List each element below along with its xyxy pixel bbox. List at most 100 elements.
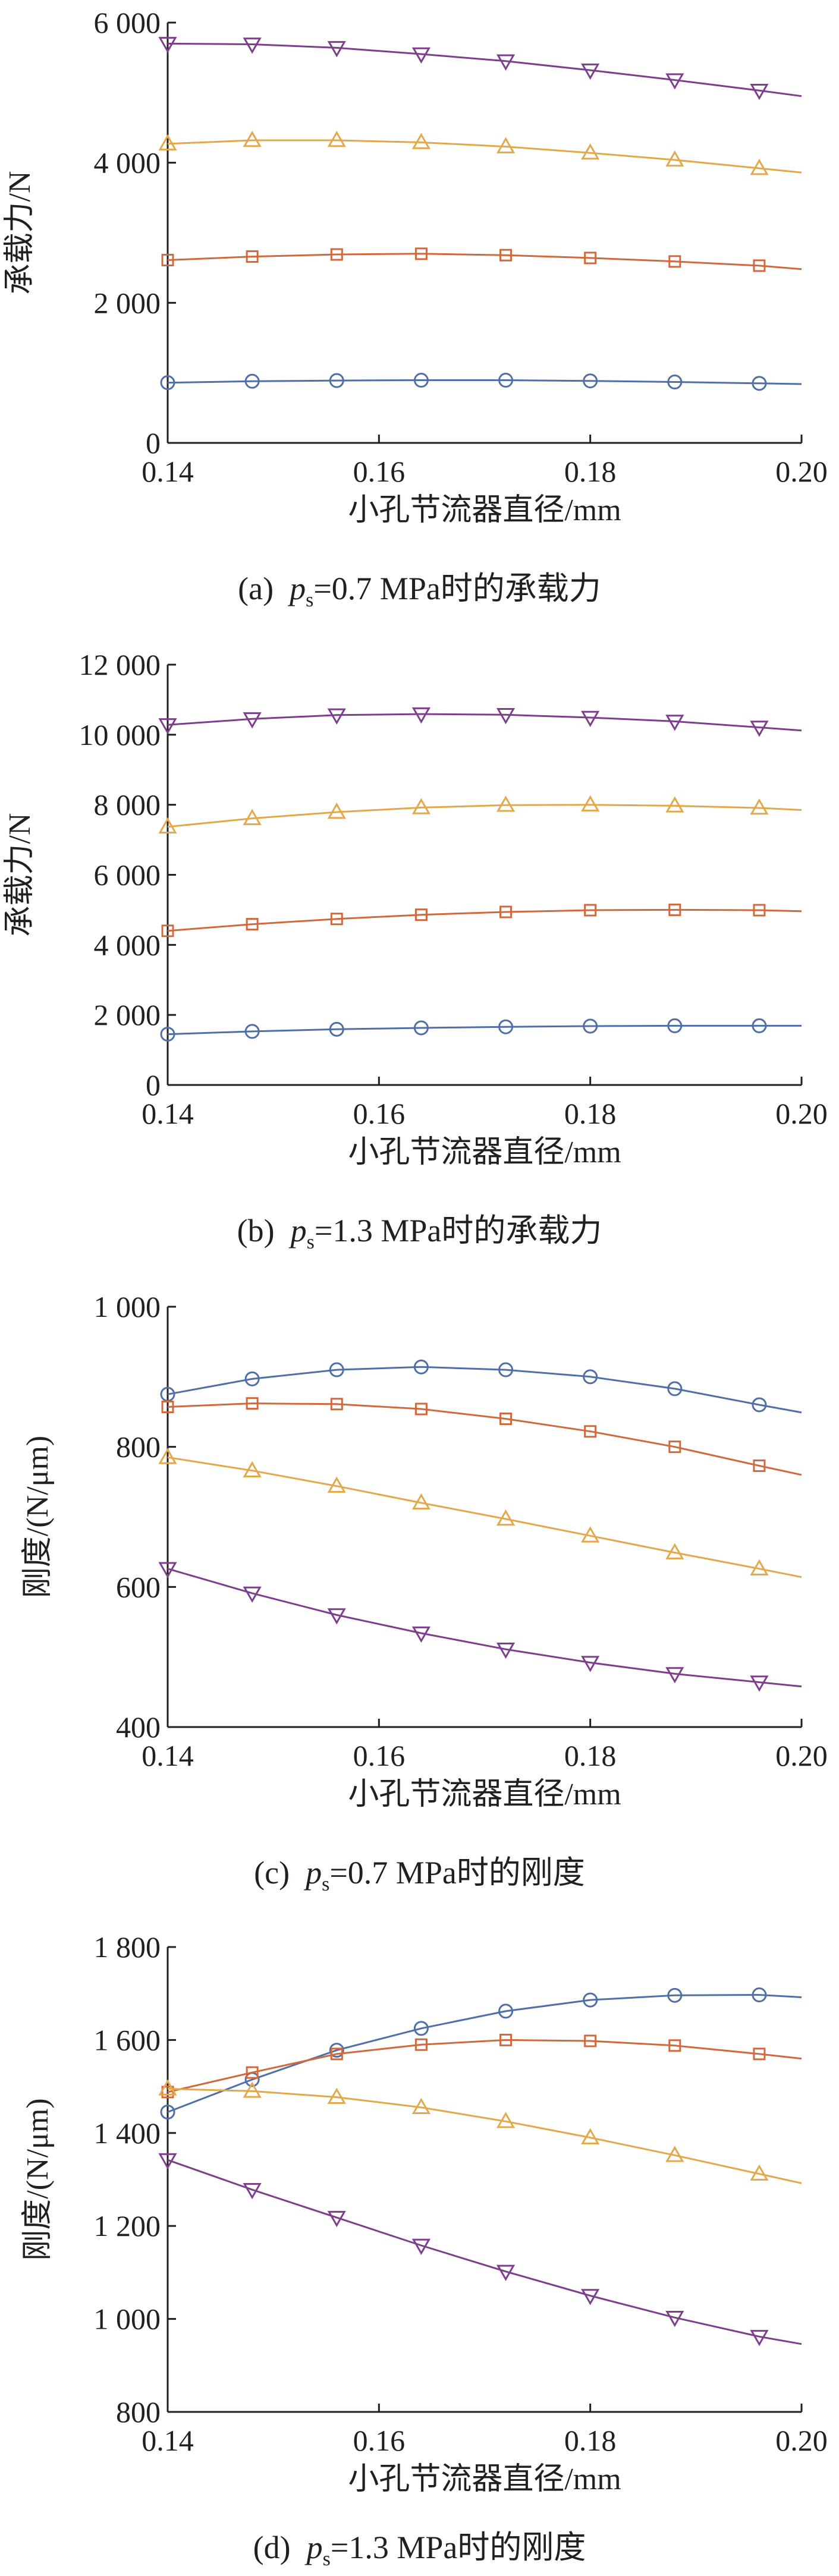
chart-b-series-1-point bbox=[160, 1027, 175, 1042]
caption-d-text: =1.3 MPa时的刚度 bbox=[330, 2530, 586, 2565]
chart-d-series-4-point bbox=[750, 2330, 769, 2347]
chart-a-series-2-point bbox=[668, 255, 681, 268]
chart-d-series-4-point bbox=[411, 2238, 431, 2256]
chart-c-series-3-point bbox=[243, 1461, 262, 1477]
chart-c-caption: (c) ps=0.7 MPa时的刚度 bbox=[0, 1846, 839, 1896]
chart-b-x-axis-title: 小孔节流器直径/mm bbox=[348, 1136, 621, 1169]
chart-panel-c: 400 600 800 1 000 0.14 0.16 0.18 0.20 小孔节流器直径/mm… bbox=[0, 1284, 839, 1926]
chart-c-series-4-point bbox=[665, 1667, 684, 1684]
chart-b-series-2-point bbox=[753, 904, 766, 917]
chart-d-series-1-point bbox=[498, 2003, 514, 2019]
chart-c-y-tick-label: 600 bbox=[116, 1570, 161, 1603]
chart-a-series-3-point bbox=[243, 130, 262, 147]
chart-b-series-2-point bbox=[414, 908, 428, 921]
chart-b-y-axis-title: 承载力/N bbox=[3, 813, 37, 936]
chart-c-series-3-point bbox=[411, 1493, 431, 1510]
chart-b-series-3-point bbox=[665, 796, 684, 813]
chart-c-y-tick-label: 800 bbox=[116, 1430, 161, 1464]
chart-b-series-4-point bbox=[158, 718, 177, 735]
chart-a-series-3-point bbox=[411, 133, 431, 149]
chart-b-series-1-point bbox=[498, 1019, 514, 1034]
chart-d-series-3-point bbox=[411, 2097, 431, 2115]
chart-c-series-1-point bbox=[752, 1397, 767, 1413]
chart-b-series-3-line bbox=[167, 804, 802, 828]
chart-panel-d: 800 1 000 1 200 1 400 1 600 1 800 0.14 0.16 0.18… bbox=[0, 1926, 839, 2576]
chart-d-svg: 800 1 000 1 200 1 400 1 600 1 800 0.14 0.16 0.18… bbox=[21, 1930, 828, 2496]
chart-d-series-1-point bbox=[667, 1987, 683, 2003]
chart-c-series-3-point bbox=[665, 1543, 684, 1559]
chart-b-series-2-point bbox=[584, 904, 597, 917]
chart-b-series-4-line bbox=[167, 713, 802, 732]
chart-d-series-2-point bbox=[414, 2038, 428, 2051]
chart-d-series-3-point bbox=[327, 2087, 346, 2104]
chart-c-series-2-point bbox=[753, 1459, 766, 1472]
chart-d-series-4-point bbox=[243, 2182, 262, 2200]
chart-c-series-4-point bbox=[750, 1675, 769, 1692]
chart-d-x-tick-label: 0.16 bbox=[353, 2424, 406, 2457]
chart-b-series-1-point bbox=[244, 1024, 260, 1039]
chart-c-series-2-point bbox=[499, 1413, 513, 1426]
chart-b-y-tick-label: 2 000 bbox=[94, 998, 161, 1031]
chart-b-x-tick-label: 0.16 bbox=[353, 1097, 406, 1130]
chart-a-series-4-point bbox=[665, 73, 684, 90]
chart-d-y-tick-label: 1 600 bbox=[94, 2023, 161, 2056]
chart-b-series-4-point bbox=[327, 708, 346, 725]
chart-b-x-tick-label: 0.14 bbox=[142, 1097, 194, 1130]
chart-b-series-2-point bbox=[668, 903, 681, 916]
caption-b-sub: s bbox=[306, 1231, 315, 1253]
chart-a-y-tick-label: 6 000 bbox=[94, 6, 161, 39]
chart-c-x-axis-title: 小孔节流器直径/mm bbox=[348, 1778, 621, 1811]
chart-c-series-2-point bbox=[414, 1402, 428, 1416]
caption-d-sub: s bbox=[322, 2547, 331, 2570]
chart-b-series-4-point bbox=[581, 710, 600, 727]
chart-b-y-tick-label: 4 000 bbox=[94, 928, 161, 961]
chart-d-series-2-line bbox=[167, 2039, 802, 2093]
chart-b-series-3-point bbox=[327, 803, 346, 819]
chart-a-y-axis-title: 承载力/N bbox=[3, 171, 37, 294]
chart-a-series-3-line bbox=[167, 139, 802, 174]
chart-d-series-3-line bbox=[167, 2088, 802, 2184]
chart-b-series-3-point bbox=[496, 795, 516, 812]
caption-d-label: (d) bbox=[253, 2530, 291, 2565]
chart-a-x-tick-label: 0.16 bbox=[353, 455, 406, 488]
chart-a-series-3-point bbox=[327, 130, 346, 147]
chart-b-series-3-point bbox=[158, 817, 177, 834]
chart-c-y-tick-label: 400 bbox=[116, 1710, 161, 1744]
chart-c-series-4-point bbox=[327, 1608, 346, 1625]
chart-c-series-4-point bbox=[243, 1586, 262, 1603]
chart-c-series-4-point bbox=[496, 1642, 516, 1659]
chart-d-series-2-point bbox=[753, 2047, 766, 2061]
chart-c-svg: 400 600 800 1 000 0.14 0.16 0.18 0.20 小孔节流器直径/mm… bbox=[21, 1290, 828, 1811]
chart-b-svg: 0 2 000 4 000 6 000 8 000 10 000 12 000 0.14 0.1… bbox=[3, 648, 828, 1169]
chart-c-series-2-point bbox=[246, 1397, 259, 1410]
chart-c-series-1-point bbox=[244, 1371, 260, 1386]
chart-c-series-3-point bbox=[750, 1559, 769, 1575]
chart-b-series-1-point bbox=[329, 1021, 344, 1037]
chart-d-series-1-point bbox=[583, 1992, 598, 2008]
chart-d-y-tick-label: 1 000 bbox=[94, 2303, 161, 2336]
chart-c-series-4-point bbox=[581, 1656, 600, 1672]
chart-d-series-1-point bbox=[329, 2043, 344, 2058]
chart-c-series-1-point bbox=[329, 1362, 344, 1377]
chart-a-series-1-point bbox=[329, 373, 344, 388]
chart-c-x-tick-label: 0.20 bbox=[775, 1739, 828, 1772]
chart-c-series-1-line bbox=[167, 1366, 802, 1414]
chart-a-y-tick-label: 0 bbox=[146, 426, 161, 460]
chart-a-series-2-point bbox=[414, 247, 428, 260]
chart-a-svg: 0 2 000 4 000 6 000 0.14 0.16 0.18 0.20 小孔节流器直径/… bbox=[3, 6, 828, 527]
chart-a-series-4-line bbox=[167, 42, 802, 97]
chart-c-series-3-point bbox=[496, 1509, 516, 1526]
chart-c-series-4-line bbox=[167, 1568, 802, 1688]
caption-c-text: =0.7 MPa时的刚度 bbox=[329, 1855, 585, 1891]
chart-d-series-4-point bbox=[581, 2289, 600, 2305]
chart-b-x-tick-label: 0.18 bbox=[564, 1097, 617, 1130]
chart-c-series-2-point bbox=[584, 1425, 597, 1438]
chart-b-y-tick-label: 12 000 bbox=[79, 648, 161, 681]
chart-d-series-2-point bbox=[330, 2047, 343, 2061]
chart-d-y-axis-title: 刚度/(N/μm) bbox=[21, 2098, 55, 2260]
caption-d-symbol: p bbox=[306, 2530, 323, 2565]
chart-a-series-2-line bbox=[167, 253, 802, 271]
chart-d-series-1-line bbox=[167, 1993, 802, 2113]
chart-a-series-3-point bbox=[158, 134, 177, 151]
chart-d-series-4-point bbox=[327, 2210, 346, 2228]
